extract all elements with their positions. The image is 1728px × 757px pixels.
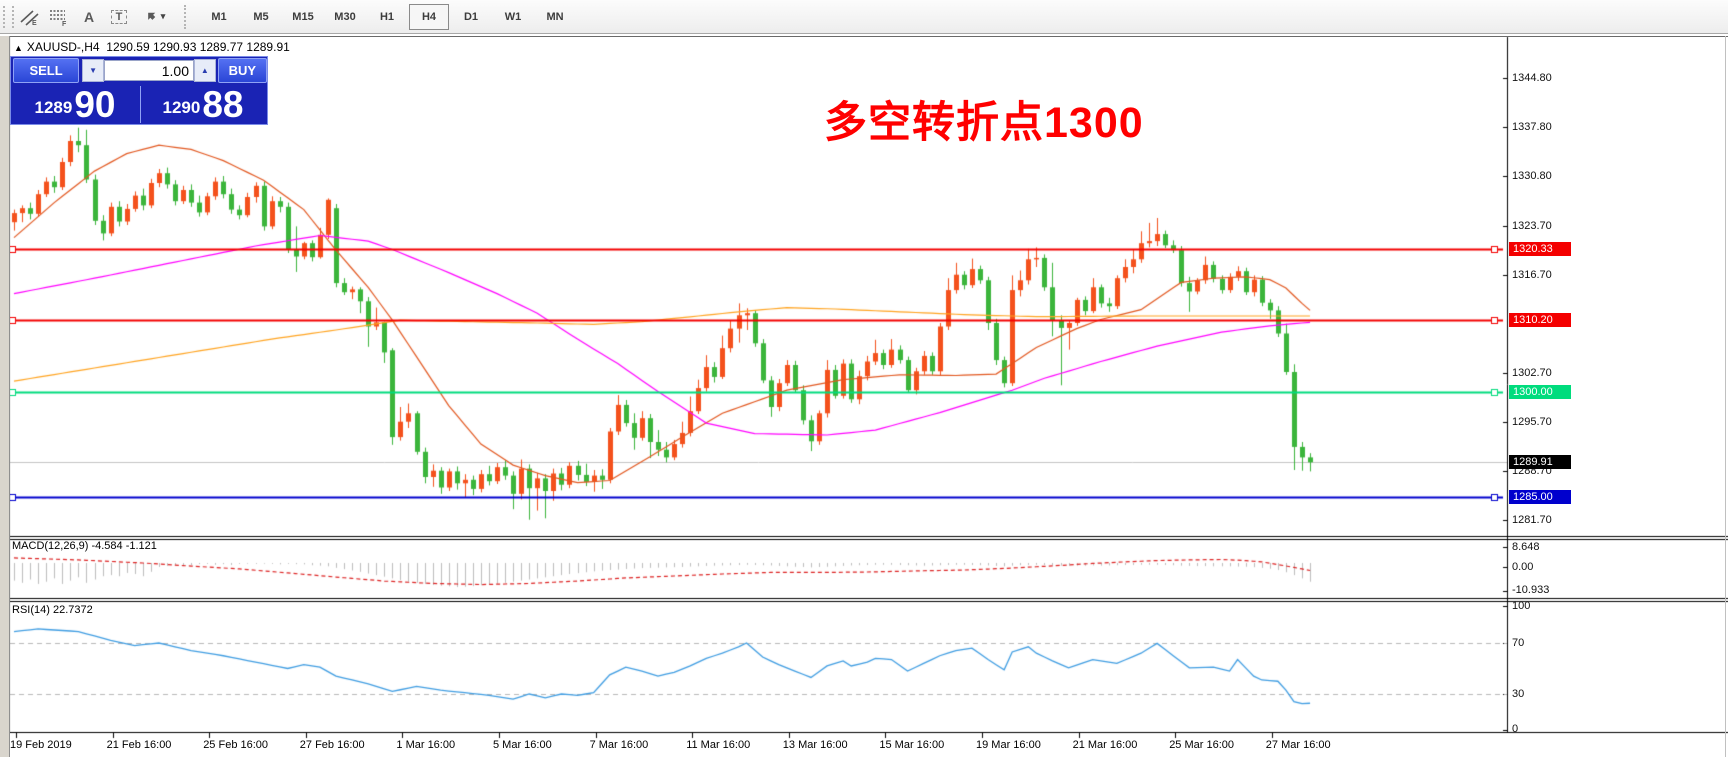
date-label: 21 Mar 16:00 <box>1072 739 1138 751</box>
date-label: 25 Mar 16:00 <box>1169 739 1235 751</box>
date-label: 25 Feb 16:00 <box>203 739 269 751</box>
buy-price-main: 1290 <box>162 98 201 117</box>
price-axis[interactable] <box>1508 37 1728 731</box>
price-axis-label: 1281.70 <box>1512 514 1552 526</box>
toolbar: E F A T ▾ M1 M5 M15 M30 H1 H4 D1 W1 MN <box>0 0 1728 34</box>
window-border <box>0 36 1728 37</box>
price-axis-label: 1344.80 <box>1512 72 1552 84</box>
fibonacci-retracement-icon[interactable]: F <box>44 4 74 30</box>
sell-price-pips: 90 <box>74 84 116 125</box>
date-label: 27 Feb 16:00 <box>299 739 365 751</box>
price-divider <box>140 86 141 123</box>
timeframe-button-m15[interactable]: M15 <box>292 10 314 23</box>
buy-price-pips: 88 <box>202 84 244 125</box>
date-label: 11 Mar 16:00 <box>686 739 751 751</box>
price-badge: 1310.20 <box>1509 313 1571 327</box>
price-axis-label: 1323.70 <box>1512 220 1552 232</box>
volume-input[interactable] <box>103 60 194 81</box>
volume-decrease-button[interactable]: ▼ <box>82 59 104 82</box>
macd-axis-label: 8.648 <box>1512 541 1540 553</box>
sell-button[interactable]: SELL <box>13 58 80 83</box>
timeframe-button-mn[interactable]: MN <box>546 10 564 23</box>
chart-annotation-text[interactable]: 多空转折点1300 <box>824 99 1144 147</box>
chart-header: ▲ XAUUSD-,H4 1290.59 1290.93 1289.77 1289… <box>14 40 290 54</box>
toolbar-grip[interactable] <box>3 5 14 28</box>
macd-indicator-label: MACD(12,26,9) -4.584 -1.121 <box>12 540 157 552</box>
window-right-border <box>1725 36 1726 757</box>
price-badge: 1300.00 <box>1509 385 1571 399</box>
equidistant-channel-icon[interactable]: E <box>14 4 44 30</box>
dropdown-caret-icon[interactable]: ▾ <box>160 11 166 21</box>
price-badge: 1289.91 <box>1509 455 1571 469</box>
text-icon[interactable]: A <box>83 8 95 25</box>
buy-button[interactable]: BUY <box>217 58 267 83</box>
date-label: 13 Mar 16:00 <box>782 739 848 751</box>
rsi-indicator-label: RSI(14) 22.7372 <box>12 604 93 616</box>
macd-axis-label: -10.933 <box>1512 584 1550 596</box>
buy-price[interactable]: 1290 88 <box>139 84 267 125</box>
date-label: 1 Mar 16:00 <box>396 739 456 751</box>
price-axis-label: 1302.70 <box>1512 367 1552 379</box>
window-left-frame <box>0 36 10 757</box>
date-label: 5 Mar 16:00 <box>493 739 552 751</box>
svg-text:E: E <box>32 20 37 26</box>
price-axis-label: 1330.80 <box>1512 170 1552 182</box>
one-click-trading-panel: SELL ▼ ▲ BUY 1289 90 1290 88 <box>10 56 268 125</box>
date-label: 19 Feb 2019 <box>10 739 72 751</box>
ohlc-values: 1290.59 1290.93 1289.77 1289.91 <box>106 40 290 54</box>
symbol-period-label: XAUUSD-,H4 <box>26 40 100 54</box>
timeframe-button-m30[interactable]: M30 <box>334 10 356 23</box>
timeframe-button-d1[interactable]: D1 <box>463 10 479 23</box>
timeframe-button-h4[interactable]: H4 <box>409 3 449 30</box>
timeframe-button-m5[interactable]: M5 <box>253 10 269 23</box>
rsi-axis-label: 0 <box>1512 723 1519 735</box>
price-axis-label: 1295.70 <box>1512 416 1552 428</box>
arrow-objects-icon[interactable]: ▾ <box>134 4 174 30</box>
svg-text:F: F <box>62 21 67 26</box>
price-badge: 1285.00 <box>1509 490 1571 504</box>
collapse-triangle-icon[interactable]: ▲ <box>14 43 23 53</box>
date-label: 15 Mar 16:00 <box>879 739 945 751</box>
date-label: 21 Feb 16:00 <box>106 739 172 751</box>
toolbar-separator <box>184 4 192 29</box>
date-label: 19 Mar 16:00 <box>976 739 1041 751</box>
rsi-axis-label: 100 <box>1512 600 1531 612</box>
price-axis-label: 1337.80 <box>1512 121 1552 133</box>
rsi-axis-label: 70 <box>1512 637 1525 649</box>
date-label: 7 Mar 16:00 <box>589 739 649 751</box>
volume-increase-button[interactable]: ▲ <box>193 59 216 82</box>
macd-axis-label: 0.00 <box>1512 561 1534 573</box>
sell-price-main: 1289 <box>34 98 73 117</box>
rsi-axis-label: 30 <box>1512 688 1525 700</box>
price-axis-label: 1316.70 <box>1512 269 1552 281</box>
sell-price[interactable]: 1289 90 <box>11 84 139 125</box>
timeframe-button-m1[interactable]: M1 <box>211 10 227 23</box>
timeframe-button-h1[interactable]: H1 <box>379 10 395 23</box>
price-badge: 1320.33 <box>1509 242 1571 256</box>
timeframe-group: M1 M5 M15 M30 H1 H4 D1 W1 MN <box>198 3 576 30</box>
timeframe-button-w1[interactable]: W1 <box>504 10 522 23</box>
text-label-icon[interactable]: T <box>104 4 134 30</box>
date-label: 27 Mar 16:00 <box>1265 739 1331 751</box>
